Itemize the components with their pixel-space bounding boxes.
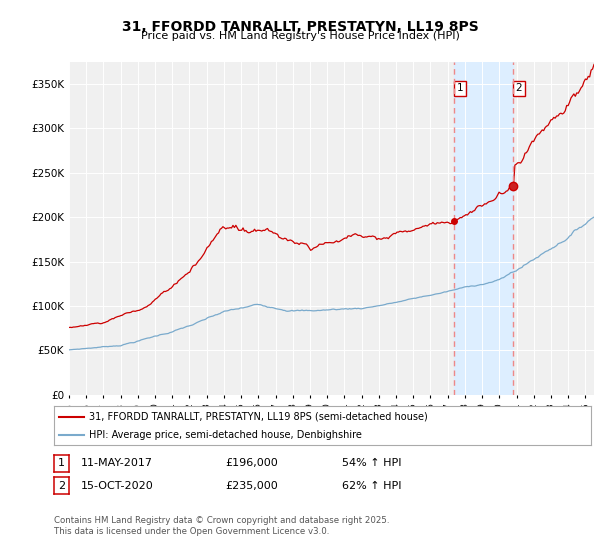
Text: £196,000: £196,000 [225, 458, 278, 468]
Text: HPI: Average price, semi-detached house, Denbighshire: HPI: Average price, semi-detached house,… [89, 430, 362, 440]
Text: 31, FFORDD TANRALLT, PRESTATYN, LL19 8PS: 31, FFORDD TANRALLT, PRESTATYN, LL19 8PS [122, 20, 478, 34]
Text: Contains HM Land Registry data © Crown copyright and database right 2025.
This d: Contains HM Land Registry data © Crown c… [54, 516, 389, 536]
Text: 31, FFORDD TANRALLT, PRESTATYN, LL19 8PS (semi-detached house): 31, FFORDD TANRALLT, PRESTATYN, LL19 8PS… [89, 412, 428, 422]
Text: 1: 1 [457, 83, 463, 94]
Text: 11-MAY-2017: 11-MAY-2017 [81, 458, 153, 468]
Text: 2: 2 [58, 480, 65, 491]
Text: £235,000: £235,000 [225, 480, 278, 491]
Text: 62% ↑ HPI: 62% ↑ HPI [342, 480, 401, 491]
Bar [454, 62, 513, 395]
Text: 54% ↑ HPI: 54% ↑ HPI [342, 458, 401, 468]
Text: 1: 1 [58, 458, 65, 468]
Text: 15-OCT-2020: 15-OCT-2020 [81, 480, 154, 491]
Text: 2: 2 [515, 83, 522, 94]
Text: Price paid vs. HM Land Registry's House Price Index (HPI): Price paid vs. HM Land Registry's House … [140, 31, 460, 41]
